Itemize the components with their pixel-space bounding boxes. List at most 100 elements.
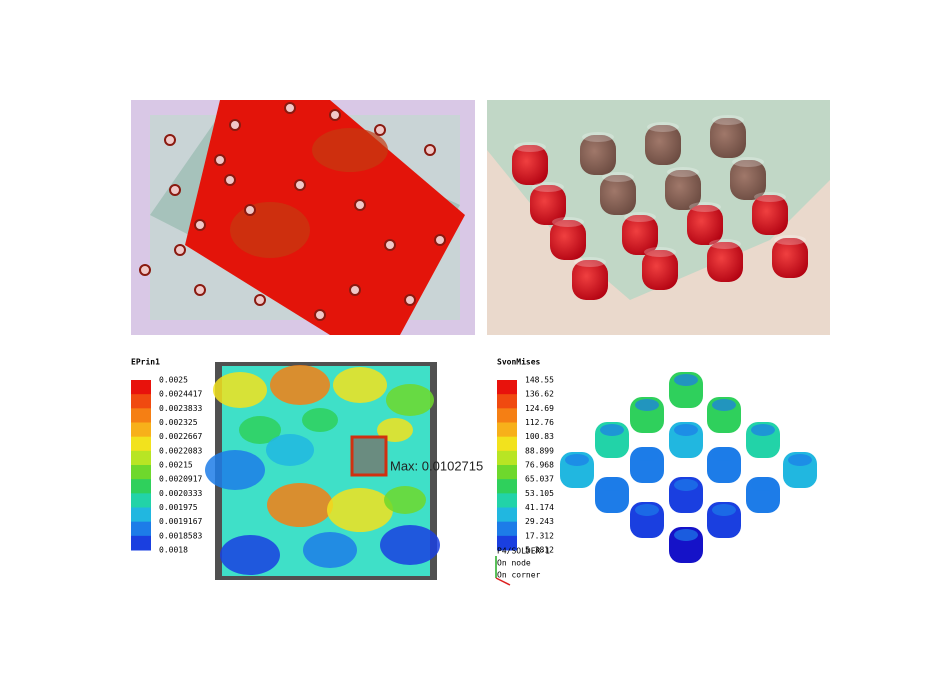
legend-swatch [497, 507, 517, 523]
contour-region [302, 408, 338, 432]
legend-swatch [131, 521, 151, 537]
strain-contour: Max: 0.0102715 [205, 362, 483, 580]
ball-top [709, 239, 741, 249]
ball-top [635, 504, 659, 516]
solder-ball [665, 170, 701, 210]
ball-top [532, 182, 564, 192]
legend-label: 0.0020917 [159, 475, 203, 484]
via [354, 199, 366, 211]
solder-ball [645, 125, 681, 165]
legend-swatch [131, 422, 151, 438]
legend-label: 0.0018583 [159, 531, 203, 540]
legend-label: 41.174 [525, 503, 554, 512]
legend-label: 124.69 [525, 404, 554, 413]
ball-top [751, 424, 775, 436]
via [174, 244, 186, 256]
legend-label: 29.243 [525, 517, 554, 526]
triad-axis [495, 577, 511, 586]
legend-swatch [131, 408, 151, 423]
ball-top [624, 212, 656, 222]
solder-ball [730, 160, 766, 200]
ball-top [635, 399, 659, 411]
contour-region [267, 483, 333, 527]
solder-ball [707, 242, 743, 282]
solder-ball [752, 195, 788, 235]
ball-top [552, 217, 584, 227]
via [164, 134, 176, 146]
solder-ball [580, 135, 616, 175]
via [139, 264, 151, 276]
legend-label: 88.899 [525, 446, 554, 455]
ball-top [712, 399, 736, 411]
solder-ball [530, 185, 566, 225]
ball-top [712, 115, 744, 125]
solder-ball [642, 250, 678, 290]
legend-swatch [497, 422, 517, 438]
contour-region [205, 450, 265, 490]
legend-label: 0.0022667 [159, 432, 203, 441]
legend-label: 136.62 [525, 390, 554, 399]
triad-line: On node [497, 559, 531, 568]
solder-ball [622, 215, 658, 255]
legend-swatch [497, 465, 517, 480]
legend-label: 53.105 [525, 489, 554, 498]
legend-label: 148.55 [525, 376, 554, 385]
via [314, 309, 326, 321]
legend-swatch [497, 436, 517, 452]
ball-top [674, 479, 698, 491]
ball-top [712, 504, 736, 516]
solder-ball [772, 238, 808, 278]
legend-title: EPrin1 [131, 357, 160, 367]
ball-top [582, 132, 614, 142]
legend-swatch [497, 450, 517, 466]
via [349, 284, 361, 296]
via [329, 109, 341, 121]
via [404, 294, 416, 306]
legend-label: 0.00215 [159, 461, 193, 470]
ball-top [788, 454, 812, 466]
solder-ball [687, 205, 723, 245]
ball-top [689, 202, 721, 212]
solder-ball [512, 145, 548, 185]
ball-top [647, 122, 679, 132]
contour-region [333, 367, 387, 403]
via [254, 294, 266, 306]
legend-swatch [497, 493, 517, 508]
strain-legend: EPrin1 0.0025 0.0024417 0.0023833 0.002325 0.… [131, 357, 203, 555]
ball-top [674, 374, 698, 386]
ball-top [774, 235, 806, 245]
contour-region [266, 434, 314, 466]
legend-title: SvonMises [497, 357, 541, 367]
solder-ball [550, 220, 586, 260]
legend-swatch [131, 507, 151, 523]
legend-label: 100.83 [525, 432, 554, 441]
legend-swatch [497, 479, 517, 494]
solder-array-view [487, 100, 830, 335]
legend-swatch [131, 465, 151, 480]
solder-ball [710, 118, 746, 158]
via [294, 179, 306, 191]
legend-label: 17.312 [525, 531, 554, 540]
legend-label: 0.002325 [159, 418, 198, 427]
ball-top [565, 454, 589, 466]
ball-top [644, 247, 676, 257]
via [194, 284, 206, 296]
contour-region [327, 488, 393, 532]
ball-top [732, 157, 764, 167]
via [374, 124, 386, 136]
via [214, 154, 226, 166]
legend-label: 5.3812 [525, 546, 554, 555]
legend-swatch [131, 535, 151, 551]
solder-stress-view [560, 372, 817, 563]
contour-region [380, 525, 440, 565]
ball-top [674, 529, 698, 541]
legend-swatch [131, 394, 151, 409]
package-view [131, 100, 475, 335]
ball-top [574, 257, 606, 267]
legend-label: 0.0024417 [159, 390, 203, 399]
legend-swatch [131, 479, 151, 494]
via [229, 119, 241, 131]
legend-label: 112.76 [525, 418, 554, 427]
legend-label: 65.037 [525, 475, 554, 484]
